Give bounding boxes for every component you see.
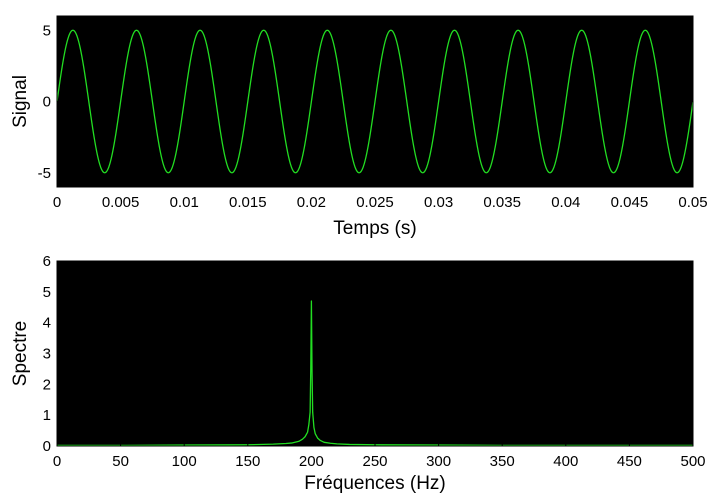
spectrum-x-tick-label: 0 [53, 453, 61, 470]
spectrum-x-tick-label: 300 [426, 453, 451, 470]
signal-x-tick-label: 0.02 [297, 194, 326, 211]
spectrum-y-tick-label: 1 [43, 407, 51, 424]
spectrum-x-tick-label: 450 [617, 453, 642, 470]
signal-chart: 0 0.005 0.01 0.015 0.02 0.025 0.03 0.035 0.04 0.0… [10, 15, 708, 239]
spectrum-x-tick-label: 100 [172, 453, 197, 470]
spectrum-x-tick-label: 50 [112, 453, 129, 470]
signal-x-tick-label: 0.025 [356, 194, 394, 211]
signal-y-axis-label: Signal [10, 75, 31, 128]
signal-x-tick-label: 0.01 [170, 194, 199, 211]
signal-y-tick-label: 5 [43, 22, 51, 39]
signal-x-tick-label: 0.04 [551, 194, 580, 211]
signal-x-tick-label: 0.015 [229, 194, 267, 211]
signal-y-tick-label: -5 [38, 165, 51, 182]
signal-series-line [56, 29, 694, 174]
spectrum-plot-area [57, 261, 693, 446]
signal-y-tick-label: 0 [43, 94, 51, 111]
spectrum-y-tick-label: 4 [43, 315, 51, 332]
signal-x-axis-label: Temps (s) [333, 218, 416, 239]
spectrum-y-tick-label: 2 [43, 376, 51, 393]
spectrum-x-tick-label: 150 [235, 453, 260, 470]
spectrum-x-tick-label: 250 [362, 453, 387, 470]
spectrum-y-tick-label: 3 [43, 346, 51, 363]
spectrum-x-tick-label: 200 [299, 453, 324, 470]
spectrum-chart: 0 50 100 150 200 250 300 350 400 450 500 0 1 2 3 4 5 6 Fr… [10, 253, 706, 494]
spectrum-x-tick-label: 350 [490, 453, 515, 470]
signal-x-tick-label: 0 [53, 194, 61, 211]
signal-x-tick-label: 0.005 [102, 194, 140, 211]
signal-x-tick-label: 0.045 [611, 194, 649, 211]
spectrum-y-tick-label: 6 [43, 253, 51, 270]
spectrum-x-axis-label: Fréquences (Hz) [304, 473, 446, 494]
signal-x-tick-label: 0.035 [483, 194, 521, 211]
spectrum-y-tick-label: 5 [43, 284, 51, 301]
spectrum-x-tick-label: 400 [553, 453, 578, 470]
spectrum-y-axis-label: Spectre [10, 321, 31, 386]
spectrum-y-tick-label: 0 [43, 438, 51, 455]
signal-x-tick-label: 0.03 [424, 194, 453, 211]
spectrum-x-tick-label: 500 [680, 453, 705, 470]
signal-x-tick-label: 0.05 [678, 194, 707, 211]
